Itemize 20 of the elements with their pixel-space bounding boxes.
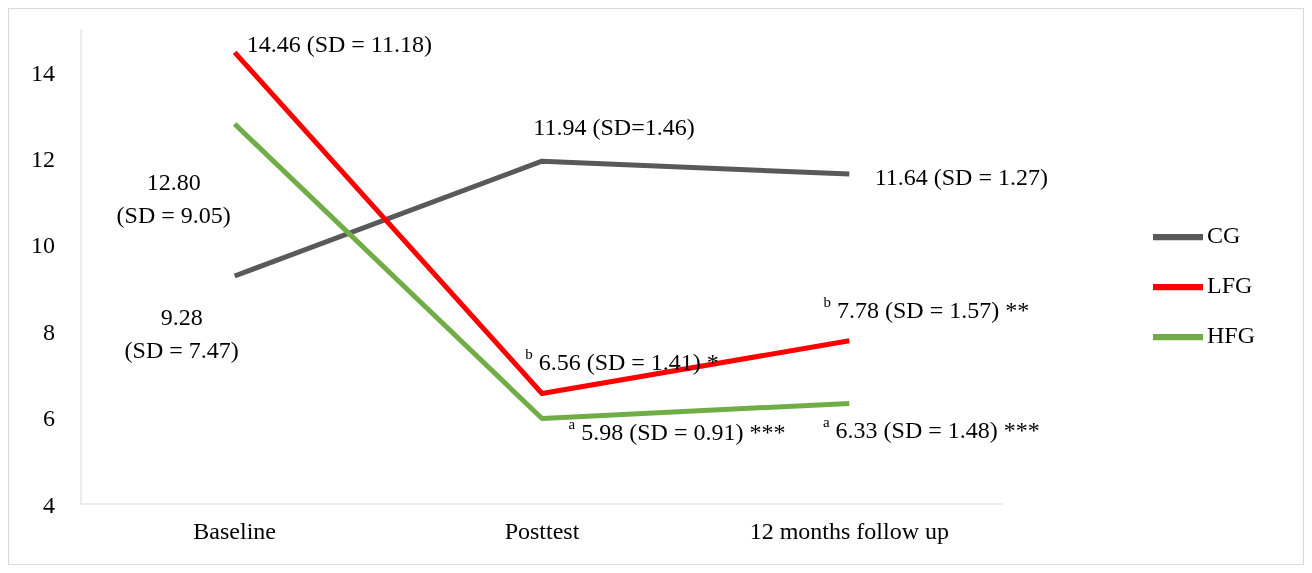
data-label: 11.94 (SD=1.46) — [533, 113, 695, 140]
y-tick-label: 4 — [43, 491, 55, 518]
data-label: $^{a}$ 5.98 (SD = 0.91) *** — [568, 415, 786, 445]
y-tick-label: 6 — [43, 405, 55, 432]
data-label: 12.80 (SD = 9.05) — [116, 168, 231, 228]
x-tick-label: 12 months follow up — [749, 518, 950, 545]
data-label: 14.46 (SD = 11.18) — [246, 30, 432, 57]
data-label: $^{a}$ 6.33 (SD = 1.48) *** — [822, 414, 1040, 443]
data-label: 11.64 (SD = 1.27) — [874, 163, 1048, 190]
x-tick-label: Baseline — [193, 518, 276, 545]
legend-label: CG — [1207, 221, 1241, 248]
data-label: $^{b}$ 7.78 (SD = 1.57) ** — [823, 294, 1030, 323]
legend-label: LFG — [1207, 271, 1253, 298]
y-tick-label: 14 — [31, 59, 55, 86]
x-tick-label: Posttest — [504, 518, 580, 545]
y-tick-label: 10 — [31, 232, 55, 259]
legend-label: HFG — [1207, 321, 1256, 348]
data-label: 9.28 (SD = 7.47) — [124, 303, 239, 363]
y-tick-label: 12 — [31, 146, 55, 173]
y-tick-label: 8 — [43, 318, 55, 345]
